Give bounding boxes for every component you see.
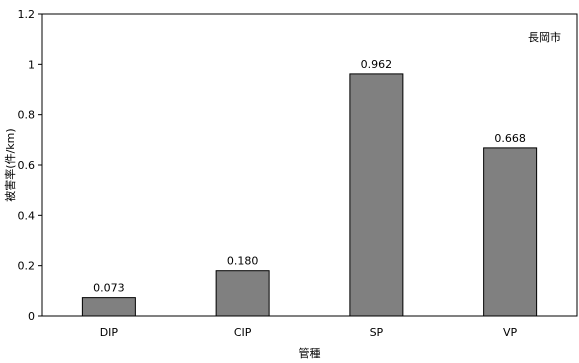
- y-tick-label: 0.2: [18, 260, 36, 273]
- x-tick-label: VP: [503, 326, 518, 339]
- plot-frame: [41, 13, 578, 317]
- x-tick-label: DIP: [100, 326, 119, 339]
- bar-sp: [349, 73, 404, 317]
- y-tick-label: 0.8: [18, 109, 36, 122]
- bar-cip: [215, 270, 270, 317]
- bar-value-label: 0.073: [93, 282, 125, 295]
- x-tick-label: SP: [370, 326, 384, 339]
- bars: [81, 73, 538, 317]
- y-tick-label: 0.6: [18, 159, 36, 172]
- y-axis-label: 被害率(件/km): [3, 128, 17, 201]
- y-tick-label: 0.4: [18, 209, 36, 222]
- y-tick-label: 1.2: [18, 8, 36, 21]
- bar-dip: [81, 297, 136, 317]
- bar-value-labels: 0.073 0.180 0.962 0.668: [93, 58, 526, 295]
- x-tick-label: CIP: [234, 326, 252, 339]
- bar-value-label: 0.180: [227, 255, 259, 268]
- y-tick-label: 1: [28, 58, 35, 71]
- bar-vp: [483, 147, 538, 317]
- x-axis-label: 管種: [299, 346, 321, 360]
- region-annotation: 長岡市: [528, 30, 561, 44]
- x-axis-ticks: DIP CIP SP VP: [100, 326, 518, 339]
- y-axis-ticks: 0 0.2 0.4 0.6 0.8 1 1.2: [18, 8, 42, 323]
- y-tick-label: 0: [28, 310, 35, 323]
- bar-value-label: 0.962: [361, 58, 393, 71]
- bar-value-label: 0.668: [494, 132, 526, 145]
